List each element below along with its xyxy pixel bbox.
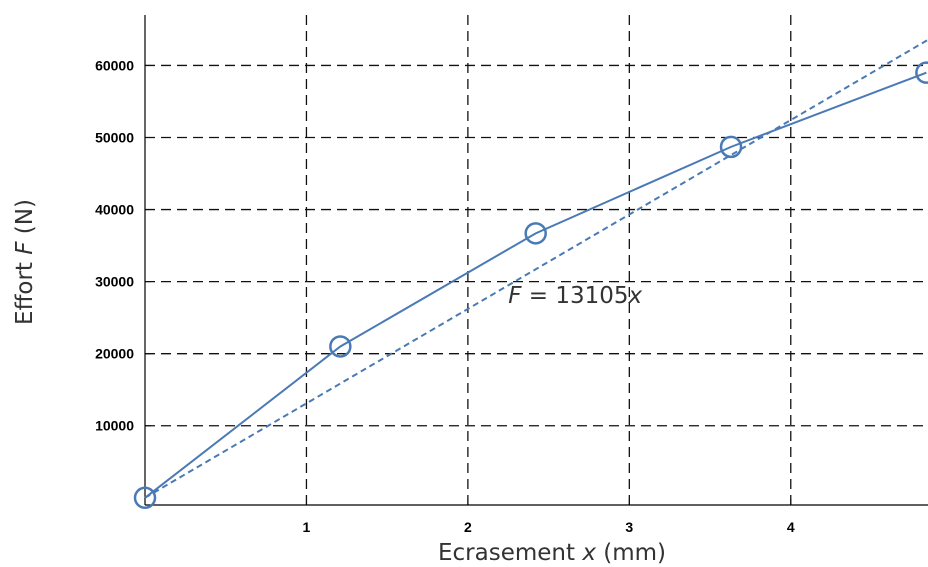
measured-data-line bbox=[144, 71, 927, 499]
x-tick-label: 2 bbox=[464, 519, 472, 535]
data-point-marker bbox=[329, 335, 352, 358]
x-tick-label: 4 bbox=[787, 519, 795, 535]
y-tick-label: 30000 bbox=[95, 274, 134, 290]
annotation-var: x bbox=[628, 283, 643, 309]
data-point-marker bbox=[133, 486, 157, 510]
grid-lines bbox=[145, 15, 928, 505]
fit-line bbox=[144, 38, 928, 499]
fit-equation-annotation: F = 13105x bbox=[508, 283, 642, 309]
y-tick-label: 20000 bbox=[95, 346, 134, 362]
data-point-marker bbox=[524, 222, 547, 245]
y-tick-labels: 10000 20000 30000 40000 50000 60000 bbox=[95, 57, 134, 433]
y-tick-label: 50000 bbox=[95, 130, 134, 146]
data-point-marker bbox=[915, 61, 928, 84]
x-tick-labels: 1 2 3 4 bbox=[303, 519, 795, 535]
y-tick-label: 10000 bbox=[95, 418, 134, 434]
data-point-marker bbox=[719, 135, 743, 159]
series-layer bbox=[133, 38, 928, 510]
y-tick-label: 40000 bbox=[95, 202, 134, 218]
annotation-rhs: = 13105 bbox=[521, 283, 628, 309]
axes bbox=[144, 15, 928, 506]
y-axis-label: Effort F (N) bbox=[12, 199, 38, 325]
x-tick-label: 1 bbox=[303, 519, 311, 535]
y-tick-label: 60000 bbox=[95, 57, 134, 73]
annotation-lhs: F bbox=[508, 283, 522, 309]
x-tick-label: 3 bbox=[625, 519, 633, 535]
x-axis-label: Ecrasement x (mm) bbox=[438, 540, 666, 566]
